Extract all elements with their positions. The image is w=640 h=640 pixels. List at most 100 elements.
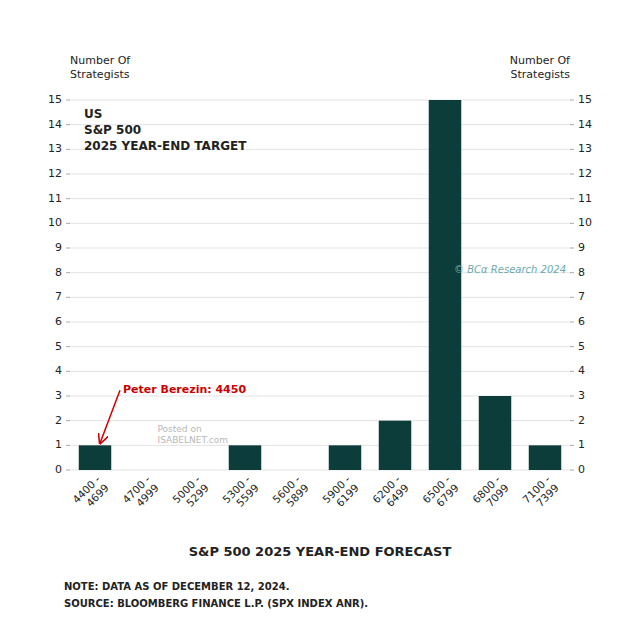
y-tick [66, 272, 70, 273]
y-tick-label: 5 [55, 340, 62, 353]
y2-tick [570, 297, 574, 298]
x-tick-group: 5300 -5599 [220, 473, 261, 514]
y2-tick-label: 10 [578, 216, 592, 229]
annotation-arrow [100, 390, 120, 443]
y2-tick-label: 5 [578, 340, 585, 353]
x-tick-group: 7100 -7399 [520, 473, 561, 514]
y-tick-label: 9 [55, 241, 62, 254]
y-tick [66, 297, 70, 298]
x-tick-group: 5000 -5299 [170, 473, 211, 514]
y2-tick-label: 7 [578, 290, 585, 303]
y-axis-right: 0123456789101112131415 [570, 93, 592, 476]
x-axis-label: S&P 500 2025 YEAR-END FORECAST [189, 544, 452, 559]
watermark: © BCα Research 2024 [454, 264, 566, 275]
bar [79, 445, 112, 470]
x-tick-label: 4700 -4999 [120, 473, 161, 514]
y2-tick-label: 3 [578, 389, 585, 402]
y2-tick-label: 9 [578, 241, 585, 254]
y-tick [66, 149, 70, 150]
y2-tick [570, 396, 574, 397]
grid-line [70, 322, 570, 323]
x-tick-group: 6200 -6499 [370, 473, 411, 514]
bar [229, 445, 262, 470]
x-tick-group: 4700 -4999 [120, 473, 161, 514]
x-tick-label: 5900 -6199 [320, 473, 361, 514]
y2-tick-label: 15 [578, 93, 592, 106]
y-tick [66, 248, 70, 249]
bars [79, 100, 562, 470]
y2-tick-label: 12 [578, 167, 592, 180]
y2-tick [570, 322, 574, 323]
bar [529, 445, 562, 470]
y2-tick [570, 124, 574, 125]
grid-line [70, 198, 570, 199]
y-tick-label: 12 [48, 167, 62, 180]
y-tick-label: 14 [48, 118, 62, 131]
x-tick-label: 7100 -7399 [520, 473, 561, 514]
grid-line [70, 174, 570, 175]
y-tick [66, 198, 70, 199]
y-tick [66, 322, 70, 323]
y-tick [66, 174, 70, 175]
grid-line [70, 346, 570, 347]
x-tick-group: 5900 -6199 [320, 473, 361, 514]
bar [129, 470, 162, 471]
y-tick [66, 371, 70, 372]
x-tick-label: 6500 -6799 [420, 473, 461, 514]
y2-tick [570, 445, 574, 446]
x-tick-label: 4400 -4699 [70, 473, 111, 514]
bar [329, 445, 362, 470]
y2-axis-label: Number OfStrategists [510, 54, 571, 81]
y2-tick-label: 6 [578, 315, 585, 328]
y2-tick [570, 198, 574, 199]
x-tick-group: 5600 -5899 [270, 473, 311, 514]
y-tick-label: 6 [55, 315, 62, 328]
y2-tick-label: 4 [578, 364, 585, 377]
y2-tick-label: 1 [578, 438, 585, 451]
y2-tick [570, 420, 574, 421]
bar [429, 100, 462, 470]
y-tick-label: 1 [55, 438, 62, 451]
y2-tick [570, 174, 574, 175]
bar [279, 470, 312, 471]
y-tick-label: 3 [55, 389, 62, 402]
y2-tick [570, 149, 574, 150]
bar [479, 396, 512, 470]
y2-tick [570, 346, 574, 347]
y2-tick-label: 8 [578, 266, 585, 279]
y-tick [66, 100, 70, 101]
y-tick-label: 11 [48, 192, 62, 205]
x-tick-label: 6800 -7099 [470, 473, 511, 514]
y-tick [66, 445, 70, 446]
y-tick [66, 396, 70, 397]
y2-tick-label: 14 [578, 118, 592, 131]
x-tick-group: 4400 -4699 [70, 473, 111, 514]
y2-tick [570, 272, 574, 273]
x-tick-label: 6200 -6499 [370, 473, 411, 514]
grid-line [70, 223, 570, 224]
x-tick-label: 5000 -5299 [170, 473, 211, 514]
x-tick-label: 5600 -5899 [270, 473, 311, 514]
annotation: Peter Berezin: 4450 [123, 383, 246, 396]
x-tick-group: 6500 -6799 [420, 473, 461, 514]
y-tick-label: 7 [55, 290, 62, 303]
y-tick-label: 13 [48, 142, 62, 155]
x-axis: 4400 -46994700 -49995000 -52995300 -5599… [70, 473, 561, 514]
chart: 0123456789101112131415012345678910111213… [0, 0, 640, 640]
grid-line [70, 248, 570, 249]
y2-tick-label: 2 [578, 414, 585, 427]
bar [179, 470, 212, 471]
grid-line [70, 100, 570, 101]
y-tick [66, 420, 70, 421]
bar [379, 421, 412, 470]
y2-tick-label: 0 [578, 463, 585, 476]
y-tick [66, 470, 70, 471]
y2-tick-label: 13 [578, 142, 592, 155]
y-tick-label: 4 [55, 364, 62, 377]
y2-tick [570, 223, 574, 224]
y-tick-label: 8 [55, 266, 62, 279]
y2-tick-label: 11 [578, 192, 592, 205]
y-axis-label: Number OfStrategists [70, 54, 131, 81]
note: SOURCE: BLOOMBERG FINANCE L.P. (SPX INDE… [64, 598, 368, 609]
y-tick-label: 2 [55, 414, 62, 427]
